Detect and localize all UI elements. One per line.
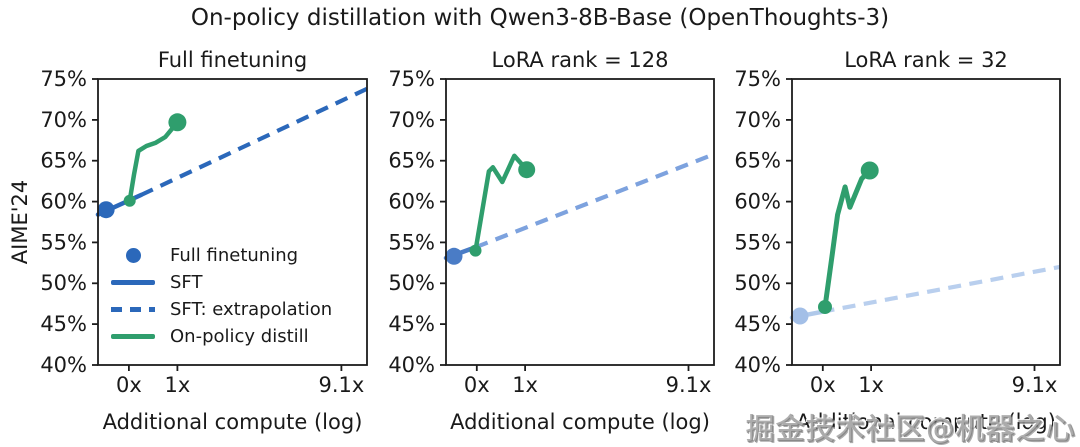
legend-label: SFT bbox=[170, 272, 203, 293]
svg-text:65%: 65% bbox=[734, 149, 781, 173]
svg-text:45%: 45% bbox=[40, 312, 87, 336]
legend-label: Full finetuning bbox=[170, 245, 299, 266]
x-axis-label: Additional compute (log) bbox=[796, 410, 1056, 434]
svg-text:75%: 75% bbox=[388, 67, 435, 91]
y-axis-label: AIME'24 bbox=[8, 179, 32, 265]
svg-text:0x: 0x bbox=[464, 373, 490, 397]
svg-text:65%: 65% bbox=[388, 149, 435, 173]
svg-text:50%: 50% bbox=[734, 271, 781, 295]
legend-item-sft: SFT bbox=[110, 269, 332, 296]
legend-label: SFT: extrapolation bbox=[170, 299, 333, 320]
svg-text:9.1x: 9.1x bbox=[666, 373, 712, 397]
x-axis-label: Additional compute (log) bbox=[102, 410, 363, 434]
subplot-title: LoRA rank = 128 bbox=[491, 48, 669, 72]
svg-text:70%: 70% bbox=[734, 108, 781, 132]
svg-text:40%: 40% bbox=[388, 353, 435, 377]
svg-text:1x: 1x bbox=[858, 373, 884, 397]
legend-swatch bbox=[110, 334, 156, 339]
plot-area-full-finetuning: 40% 45% 50% 55% 60% 65% 70% 75% 0x 1x 9.1x bbox=[40, 67, 368, 397]
svg-text:55%: 55% bbox=[40, 230, 87, 254]
svg-text:0x: 0x bbox=[116, 373, 142, 397]
svg-text:45%: 45% bbox=[734, 312, 781, 336]
x-axis-label: Additional compute (log) bbox=[450, 410, 710, 434]
dashed-line-icon bbox=[111, 307, 155, 312]
svg-text:1x: 1x bbox=[512, 373, 538, 397]
legend-item-sft-extrapolation: SFT: extrapolation bbox=[110, 296, 332, 323]
svg-text:70%: 70% bbox=[40, 108, 87, 132]
svg-text:55%: 55% bbox=[734, 230, 781, 254]
svg-text:65%: 65% bbox=[40, 149, 87, 173]
subplot-full-finetuning: Full finetuning 40% 45% 50% 55% 60% 65% 70% 75%… bbox=[40, 46, 368, 447]
svg-text:9.1x: 9.1x bbox=[318, 373, 364, 397]
legend-item-full-finetuning: Full finetuning bbox=[110, 242, 332, 269]
legend-label: On-policy distill bbox=[170, 326, 309, 347]
svg-text:60%: 60% bbox=[734, 190, 781, 214]
legend-swatch bbox=[110, 248, 156, 263]
figure-title: On-policy distillation with Qwen3-8B-Bas… bbox=[190, 5, 890, 31]
legend-item-on-policy-distill: On-policy distill bbox=[110, 323, 332, 350]
subplot-title: Full finetuning bbox=[157, 48, 308, 72]
subplot-lora-rank-32: LoRA rank = 32 40% 45% 50% 55% 60% 65% 70% 75% 0… bbox=[734, 46, 1061, 447]
svg-text:60%: 60% bbox=[388, 190, 435, 214]
svg-text:40%: 40% bbox=[40, 353, 87, 377]
plot-area-lora-32: 40% 45% 50% 55% 60% 65% 70% 75% 0x 1x 9.1x bbox=[734, 67, 1061, 397]
legend-swatch bbox=[110, 307, 156, 312]
svg-text:75%: 75% bbox=[40, 67, 87, 91]
plot-area-lora-128: 40% 45% 50% 55% 60% 65% 70% 75% 0x 1x 9.1x bbox=[388, 67, 715, 397]
svg-text:9.1x: 9.1x bbox=[1012, 373, 1058, 397]
svg-text:1x: 1x bbox=[165, 373, 191, 397]
watermark: 掘金技术社区@机器之心 bbox=[745, 412, 1076, 446]
svg-text:75%: 75% bbox=[734, 67, 781, 91]
svg-text:50%: 50% bbox=[388, 271, 435, 295]
svg-text:60%: 60% bbox=[40, 190, 87, 214]
solid-line-icon bbox=[111, 334, 155, 339]
dot-marker-icon bbox=[125, 248, 141, 263]
legend-swatch bbox=[110, 280, 156, 285]
svg-text:40%: 40% bbox=[734, 353, 781, 377]
svg-text:50%: 50% bbox=[40, 271, 87, 295]
svg-text:0x: 0x bbox=[810, 373, 836, 397]
legend: Full finetuning SFT SFT: extrapolation O… bbox=[110, 242, 332, 350]
svg-text:45%: 45% bbox=[388, 312, 435, 336]
svg-text:55%: 55% bbox=[388, 230, 435, 254]
subplot-lora-rank-128: LoRA rank = 128 40% 45% 50% 55% 60% 65% 70% 75%… bbox=[388, 46, 715, 447]
svg-text:70%: 70% bbox=[388, 108, 435, 132]
subplot-title: LoRA rank = 32 bbox=[844, 48, 1008, 72]
solid-line-icon bbox=[111, 280, 155, 285]
